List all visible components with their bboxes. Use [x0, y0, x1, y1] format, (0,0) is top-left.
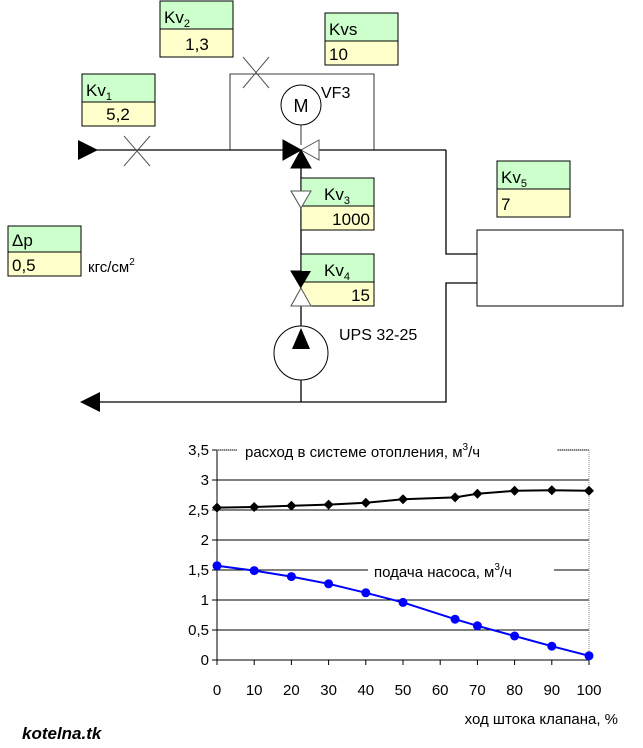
svg-text:Δp: Δp: [12, 231, 33, 250]
data-point: [398, 494, 408, 505]
data-point: [360, 497, 371, 508]
data-point: [584, 651, 594, 661]
x-tick-label: 20: [283, 682, 300, 699]
svg-text:10: 10: [329, 45, 348, 64]
svg-text:7: 7: [501, 195, 510, 214]
kv3-box: Kv3 1000: [300, 177, 375, 231]
legend-series-1: расход в системе отопления, м3/ч: [245, 442, 480, 461]
pump-icon: [273, 325, 329, 381]
data-point: [546, 485, 557, 496]
y-tick-label: 0,5: [188, 622, 209, 639]
x-tick-label: 50: [395, 682, 412, 699]
data-point: [450, 492, 461, 503]
y-tick-label: 3: [201, 472, 209, 489]
kv2-box: Kv2 1,3: [159, 0, 234, 58]
x-tick-label: 40: [357, 682, 374, 699]
pump-name: UPS 32-25: [339, 327, 417, 344]
svg-text:Kv1: Kv1: [86, 81, 112, 103]
kv5-box: Kv5 7: [496, 160, 571, 218]
svg-text:Kv4: Kv4: [324, 261, 350, 283]
throttle-kv2-icon: [242, 56, 270, 89]
x-tick-label: 0: [213, 682, 221, 699]
return-arrow-icon: [80, 392, 100, 412]
y-tick-label: 3,5: [188, 442, 209, 459]
svg-text:Kv5: Kv5: [501, 168, 527, 190]
svg-text:0,5: 0,5: [12, 256, 36, 275]
y-tick-label: 2: [201, 532, 209, 549]
data-point: [450, 614, 460, 624]
data-point: [361, 588, 371, 598]
y-tick-label: 1: [201, 592, 209, 609]
data-point: [472, 621, 482, 631]
dp-unit: кгс/см2: [88, 257, 135, 276]
kv1-box: Kv1 5,2: [81, 73, 156, 127]
x-axis-label: ход штока клапана, %: [465, 711, 618, 728]
kvs-box: Kvs 10: [324, 12, 399, 66]
data-point: [472, 488, 483, 499]
data-point: [547, 641, 557, 651]
data-point: [249, 566, 259, 576]
svg-text:15: 15: [351, 286, 370, 305]
data-point: [212, 561, 222, 571]
svg-text:5,2: 5,2: [106, 105, 130, 124]
data-point: [323, 499, 334, 510]
dp-box: Δp 0,5: [7, 225, 82, 277]
x-tick-label: 60: [432, 682, 449, 699]
svg-text:1000: 1000: [332, 210, 370, 229]
data-point: [398, 597, 408, 607]
x-tick-label: 80: [506, 682, 523, 699]
data-point: [286, 500, 297, 511]
svg-text:1,3: 1,3: [185, 35, 209, 54]
throttle-kv1-icon: [123, 135, 151, 167]
site-footer: kotelna.tk: [22, 724, 103, 743]
supply-arrow-icon: [78, 140, 98, 160]
x-tick-label: 10: [246, 682, 263, 699]
legend-series-2: подача насоса, м3/ч: [374, 562, 512, 581]
x-tick-label: 30: [320, 682, 337, 699]
svg-text:Kv2: Kv2: [164, 8, 190, 30]
heat-consumer-box: [476, 229, 624, 307]
data-point: [510, 631, 520, 641]
y-tick-label: 2,5: [188, 502, 209, 519]
data-point: [212, 502, 222, 513]
data-point: [249, 502, 260, 512]
x-tick-label: 90: [543, 682, 560, 699]
data-point: [286, 572, 296, 582]
x-tick-label: 100: [576, 682, 601, 699]
valve-name: VF3: [321, 85, 350, 102]
three-way-valve-icon: [282, 139, 320, 169]
motor-letter: M: [294, 96, 309, 116]
kv4-box: Kv4 15: [300, 253, 375, 307]
x-tick-label: 70: [469, 682, 486, 699]
svg-text:Kvs: Kvs: [329, 20, 357, 39]
data-point: [584, 485, 594, 496]
y-tick-label: 0: [201, 652, 209, 669]
data-point: [324, 579, 334, 589]
chart: 0 0,5 1 1,5 2 2,5 3 3,5 0 10 20 30 40 50 60 70 80 90 100 р…: [188, 440, 618, 728]
y-tick-label: 1,5: [188, 562, 209, 579]
svg-text:Kv3: Kv3: [324, 185, 350, 207]
data-point: [509, 485, 520, 496]
